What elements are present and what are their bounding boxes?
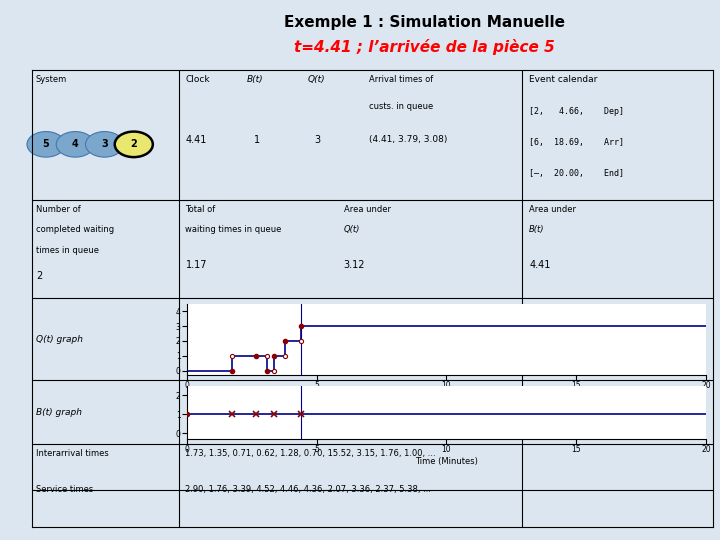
Text: Event calendar: Event calendar	[529, 75, 598, 84]
Text: custs. in queue: custs. in queue	[369, 102, 433, 111]
Text: 1.17: 1.17	[186, 260, 207, 269]
Text: B(t): B(t)	[247, 75, 264, 84]
Text: completed waiting: completed waiting	[36, 225, 114, 234]
Text: Number of: Number of	[36, 205, 81, 214]
Text: 4.41: 4.41	[186, 135, 207, 145]
Text: 1.73, 1.35, 0.71, 0.62, 1.28, 0.70, 15.52, 3.15, 1.76, 1.00, ...: 1.73, 1.35, 0.71, 0.62, 1.28, 0.70, 15.5…	[186, 449, 436, 458]
Text: B(t): B(t)	[529, 225, 544, 234]
Text: Area under: Area under	[343, 205, 391, 214]
Text: waiting times in queue: waiting times in queue	[186, 225, 282, 234]
Text: 2: 2	[36, 271, 42, 281]
Text: [–,  20.00,    End]: [–, 20.00, End]	[529, 169, 624, 178]
Circle shape	[114, 132, 153, 157]
Circle shape	[86, 132, 124, 157]
Text: Exemple 1 : Simulation Manuelle: Exemple 1 : Simulation Manuelle	[284, 15, 565, 30]
Text: Q(t): Q(t)	[343, 225, 360, 234]
Text: Q(t) graph: Q(t) graph	[36, 335, 83, 344]
Text: 5: 5	[42, 139, 50, 150]
Circle shape	[27, 132, 65, 157]
Text: 3: 3	[101, 139, 108, 150]
Text: Total of: Total of	[186, 205, 216, 214]
Text: Area under: Area under	[529, 205, 576, 214]
Text: 2.90, 1.76, 3.39, 4.52, 4.46, 4.36, 2.07, 3.36, 2.37, 5.38, ...: 2.90, 1.76, 3.39, 4.52, 4.46, 4.36, 2.07…	[186, 485, 431, 495]
Text: B(t) graph: B(t) graph	[36, 408, 82, 417]
Text: times in queue: times in queue	[36, 246, 99, 255]
Text: t=4.41 ; l’arrivée de la pièce 5: t=4.41 ; l’arrivée de la pièce 5	[294, 39, 555, 56]
Text: [6,  18.69,    Arr]: [6, 18.69, Arr]	[529, 138, 624, 147]
Text: Q(t): Q(t)	[308, 75, 325, 84]
Text: 2: 2	[130, 139, 137, 150]
Text: 3: 3	[315, 135, 321, 145]
Text: Service times: Service times	[36, 485, 93, 495]
Text: Clock: Clock	[186, 75, 210, 84]
Text: Interarrival times: Interarrival times	[36, 449, 109, 458]
Text: 3.12: 3.12	[343, 260, 365, 269]
Text: 1: 1	[253, 135, 260, 145]
Text: Arrival times of: Arrival times of	[369, 75, 433, 84]
Text: [2,   4.66,    Dep]: [2, 4.66, Dep]	[529, 107, 624, 116]
Text: 4.41: 4.41	[529, 260, 551, 269]
Text: (4.41, 3.79, 3.08): (4.41, 3.79, 3.08)	[369, 136, 448, 144]
Text: System: System	[36, 75, 67, 84]
Circle shape	[56, 132, 94, 157]
X-axis label: Time (Minutes): Time (Minutes)	[415, 457, 478, 466]
Text: 4: 4	[72, 139, 78, 150]
